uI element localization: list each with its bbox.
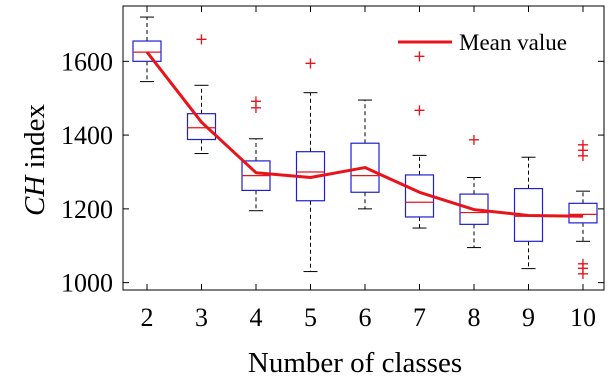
x-tick-label-6: 6 — [359, 303, 372, 332]
box-8 — [459, 193, 489, 225]
outlier-marker-10-3: + — [576, 146, 589, 165]
plot-frame — [122, 5, 605, 291]
x-tick-label-8: 8 — [468, 303, 481, 332]
outlier-marker-4-0: + — [249, 98, 262, 117]
outlier-marker-10-4: + — [576, 140, 589, 159]
y-tick-label-1000: 1000 — [61, 269, 113, 298]
x-tick-label-7: 7 — [413, 303, 426, 332]
box-10 — [568, 202, 598, 224]
x-tick-label-4: 4 — [250, 303, 263, 332]
plot-area: +++++++++++++ — [132, 16, 598, 283]
box-6 — [350, 142, 380, 193]
y-tick-label-1400: 1400 — [61, 121, 113, 150]
outlier-marker-10-0: + — [576, 264, 589, 283]
outlier-marker-4-1: + — [249, 92, 262, 111]
y-axis-title-italic: CH — [19, 174, 51, 216]
x-tick-label-9: 9 — [522, 303, 535, 332]
outlier-marker-10-1: + — [576, 258, 589, 277]
y-axis-title: CH index — [19, 104, 51, 216]
box-2 — [132, 40, 162, 62]
outlier-marker-8-0: + — [467, 130, 480, 149]
x-tick-label-5: 5 — [304, 303, 317, 332]
legend-label-mean-value: Mean value — [459, 30, 567, 55]
outlier-marker-7-0: + — [413, 101, 426, 120]
legend: Mean value — [398, 30, 567, 55]
outlier-marker-10-5: + — [576, 135, 589, 154]
outlier-marker-5-0: + — [304, 54, 317, 73]
y-tick-label-1200: 1200 — [61, 195, 113, 224]
outlier-marker-10-2: + — [576, 254, 589, 273]
x-tick-label-2: 2 — [141, 303, 154, 332]
mean-value-line — [145, 51, 584, 218]
y-axis-title-rest: index — [19, 104, 51, 176]
x-tick-label-10: 10 — [570, 303, 596, 332]
box-3 — [186, 113, 217, 141]
axes: 1000 1200 1400 1600 2 3 4 5 6 7 8 9 10 — [61, 5, 605, 332]
x-tick-label-3: 3 — [195, 303, 208, 332]
outlier-marker-3-0: + — [195, 30, 208, 49]
y-tick-label-1600: 1600 — [61, 47, 113, 76]
x-axis-title: Number of classes — [248, 347, 462, 378]
outlier-marker-7-1: + — [413, 46, 426, 65]
